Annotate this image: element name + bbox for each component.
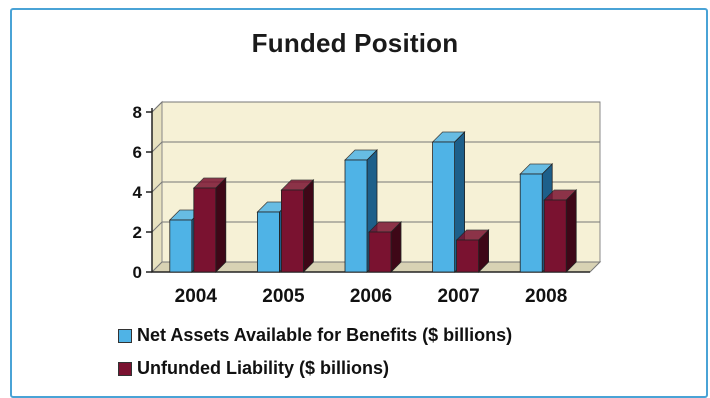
legend-swatch-unfunded-liability (118, 361, 132, 376)
bar-unfunded-liability-2005 (280, 189, 304, 273)
y-tick-label: 6 (133, 143, 142, 162)
legend-label-net-assets: Net Assets Available for Benefits ($ bil… (137, 325, 513, 345)
legend-item-net-assets: Net Assets Available for Benefits ($ bil… (118, 325, 512, 346)
legend-label-unfunded-liability: Unfunded Liability ($ billions) (137, 358, 389, 378)
bar-net-assets-2004 (169, 219, 193, 273)
chart-title: Funded Position (251, 28, 459, 58)
bar-unfunded-liability-2004 (193, 187, 217, 273)
bar-unfunded-liability-2008 (543, 199, 567, 273)
legend-item-unfunded-liability: Unfunded Liability ($ billions) (118, 358, 389, 379)
bar-chart: 0 2 4 6 8 2004 2005 2006 2007 2008 (133, 100, 602, 307)
bar-side-unfunded-liability-2008 (565, 189, 577, 273)
y-tick-label: 4 (133, 183, 143, 202)
bar-net-assets-2005 (256, 211, 280, 273)
bar-net-assets-2007 (432, 141, 456, 273)
bar-unfunded-liability-2007 (456, 239, 480, 273)
bar-net-assets-2006 (344, 159, 368, 273)
gridline (151, 101, 600, 113)
legend-swatch-net-assets (118, 328, 132, 343)
bar-unfunded-liability-2006 (368, 231, 392, 273)
bar-net-assets-2008 (519, 173, 543, 273)
y-tick-label: 8 (133, 103, 142, 122)
x-tick-label: 2004 (175, 286, 218, 307)
bar-side-unfunded-liability-2004 (215, 177, 227, 273)
x-tick-label: 2005 (262, 286, 305, 307)
y-tick-label: 0 (133, 263, 142, 282)
bar-side-unfunded-liability-2005 (302, 179, 314, 273)
x-tick-label: 2007 (437, 286, 479, 307)
x-tick-label: 2008 (525, 286, 567, 307)
x-tick-label: 2006 (350, 286, 392, 307)
y-tick-label: 2 (133, 223, 142, 242)
